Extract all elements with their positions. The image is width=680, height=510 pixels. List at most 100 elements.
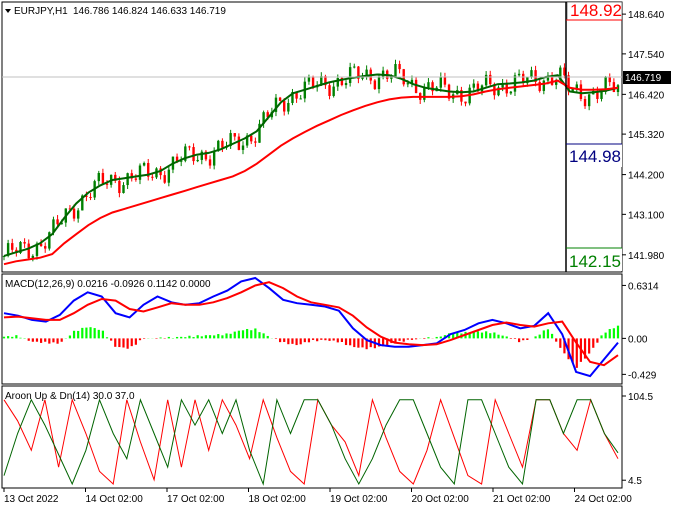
time-tick-label: 21 Oct 02:00 [493,494,551,505]
candle-body [340,77,344,86]
aroon-lines [3,397,619,486]
candle-body [287,102,290,112]
candle-body [365,69,368,77]
candle-body [600,91,603,99]
candle-body [138,165,142,180]
candle-body [101,172,105,184]
candle-body [221,140,224,148]
candle-body [122,185,125,194]
price-tick-label: 141.980 [628,251,665,262]
price-tick-label: 147.540 [628,50,665,61]
aroon-panel-frame [1,385,623,489]
price-tick-label: 145.320 [628,130,665,141]
candle-body [19,242,22,253]
candle-body [390,76,393,79]
candle-body [204,151,208,160]
candle-body [229,133,232,147]
candle-body [184,146,187,161]
candle-body [2,255,6,257]
candle-body [118,180,121,194]
candle-body [196,159,199,162]
candle-body [361,76,364,79]
candle-body [97,172,100,182]
candle-body [484,74,488,86]
candle-body [126,173,129,186]
candle-body [48,232,51,249]
macd-panel-frame [1,273,623,385]
candle-body [245,135,249,146]
candle-body [89,196,92,198]
moving-average-lines [3,73,619,266]
macd-histogram [2,325,620,368]
mid-annotation-label: 144.98 [569,147,621,166]
candle-body [254,141,257,143]
candle-body [208,159,212,166]
candle-body [567,75,570,92]
candle-body [612,82,616,93]
candle-body [472,83,475,88]
candle-body [522,73,525,84]
price-panel-frame [1,1,623,273]
candle-body [579,84,583,100]
candle-body [258,123,261,143]
candle-body [250,135,253,142]
macd-line [3,276,619,378]
ma-fast-line [3,73,619,257]
candle-body [550,76,554,85]
candle-body [217,140,220,152]
candle-body [431,82,434,92]
symbol-label: EURJPY,H1 [14,6,68,17]
candle-body [406,83,410,85]
candle-body [542,80,546,91]
candle-body [179,160,183,162]
candle-body [353,66,356,68]
low-annotation-box [567,248,622,271]
candle-body [167,169,171,183]
ohlc-values: 146.786 146.824 146.633 146.719 [73,6,226,17]
candle-body [344,83,348,86]
price-tick-label: 146.420 [628,90,665,101]
candle-body [443,76,447,85]
candle-body [266,112,269,118]
collapse-arrow-icon[interactable] [5,9,11,13]
candle-body [85,195,88,197]
candle-body [348,67,352,84]
candle-body [571,88,574,92]
high-annotation-label: 148.92 [570,1,622,20]
candle-body [44,246,47,249]
current-price-tag [623,71,671,84]
time-tick-label: 13 Oct 2022 [4,494,59,505]
candle-body [72,208,76,219]
candle-body [501,83,504,88]
candle-body [200,151,203,160]
candle-body [538,81,541,91]
candle-body [563,67,566,76]
macd-title: MACD(12,26,9) 0.0216 -0.0926 0.1142 0.00… [5,279,211,290]
macd-tick-label: 0.00 [628,334,648,345]
time-tick-label: 24 Oct 02:00 [575,494,633,505]
aroon-down-line [3,397,619,486]
candle-body [546,76,550,81]
candle-body [489,74,492,85]
time-axis: 13 Oct 2022 14 Oct 02:00 17 Oct 02:00 18 Oc… [3,488,633,505]
candle-body [427,82,430,88]
candle-body [336,77,339,87]
aroon-axis-ticks: 104.5 4.5 [622,392,653,487]
candle-body [23,242,26,244]
candle-body [212,151,216,166]
candle-body [604,77,607,92]
candle-body [311,76,315,88]
price-tick-label: 144.200 [628,171,665,182]
candle-body [583,99,587,107]
candle-body [410,79,414,84]
candle-body [130,173,133,179]
candle-body [295,92,298,99]
candle-body [60,222,63,225]
candle-body [575,84,578,89]
candle-body [299,98,302,100]
price-axis-ticks: 148.640 147.540 146.420 145.320 144.200 143.1… [622,10,665,262]
candle-body [324,76,327,86]
candle-body [526,77,529,84]
candle-body [414,79,418,94]
